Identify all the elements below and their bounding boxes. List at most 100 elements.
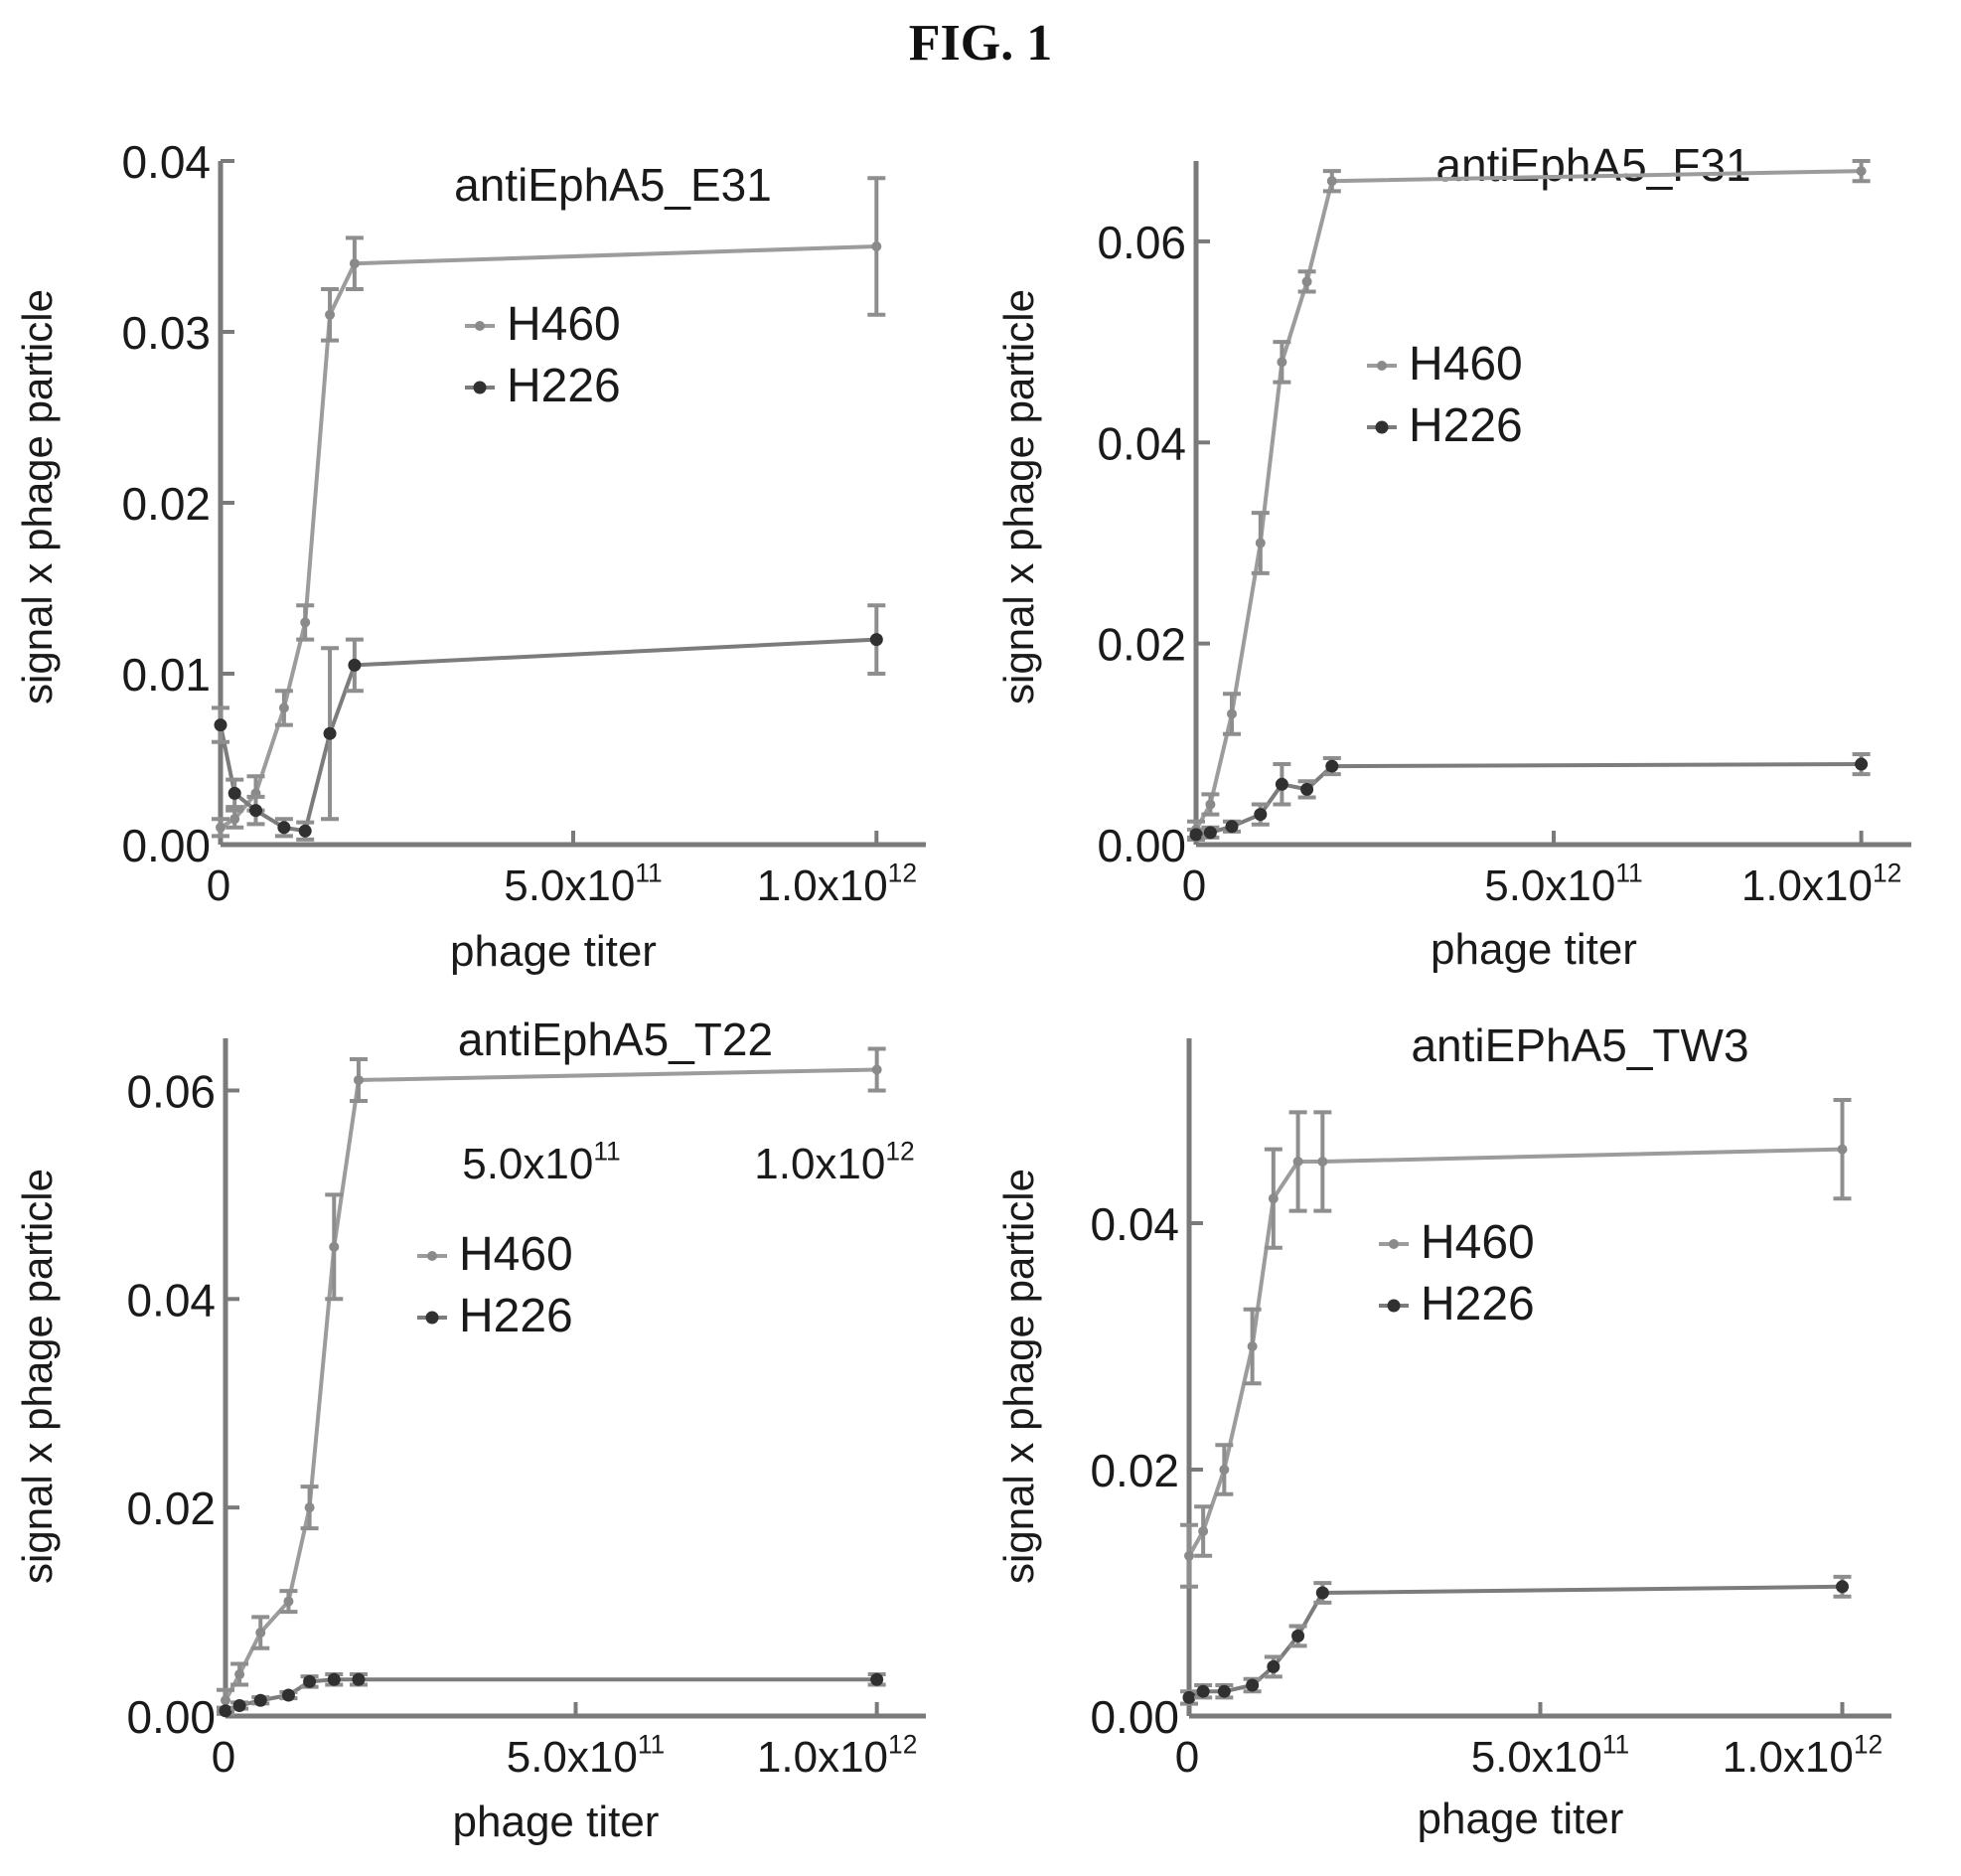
y-tick-label: 0.00: [1090, 1691, 1179, 1743]
data-point-H460: [349, 258, 360, 269]
data-point-H460: [1219, 1465, 1230, 1475]
data-point-H460: [1247, 1341, 1258, 1351]
data-point-H226: [277, 821, 291, 835]
data-point-H460: [304, 1502, 315, 1513]
x-axis-label: phage titer: [1418, 1795, 1624, 1843]
x-tick-label: 5.0x1011: [504, 859, 663, 910]
y-tick-label: 0.04: [126, 1274, 216, 1326]
series-line-H460: [224, 1067, 877, 1702]
data-point-H226: [303, 1674, 317, 1688]
data-point-H226: [1315, 1586, 1329, 1600]
y-tick-label: 0.01: [121, 649, 211, 701]
data-point-H460: [255, 1628, 266, 1639]
data-point-H226: [214, 718, 227, 732]
data-point-H226: [1291, 1629, 1305, 1642]
y-tick-label: 0.02: [126, 1483, 216, 1534]
data-point-H226: [1182, 1690, 1196, 1704]
data-point-H460: [1205, 799, 1216, 810]
x-tick-label: 0: [207, 861, 230, 910]
data-point-H226: [1189, 828, 1203, 842]
legend-marker-H460: [475, 321, 485, 331]
chart-panel-4: 0.00 0.02 0.04 0 5.0x1011 1.0x1012 antiEPhA5_T…: [995, 1019, 1891, 1843]
data-point-H226: [1325, 759, 1339, 773]
y-axis-label: signal x phage particle: [995, 289, 1042, 704]
y-tick-label: 0.06: [1097, 217, 1186, 268]
data-point-H460: [1277, 357, 1287, 368]
legend-label-H226: H226: [459, 1290, 573, 1342]
data-point-H460: [234, 1669, 245, 1680]
data-point-H226: [869, 633, 883, 647]
data-point-H226: [281, 1688, 295, 1702]
x-axis-label: phage titer: [450, 927, 657, 976]
y-axis-label: signal x phage particle: [14, 289, 61, 704]
y-axis-label: signal x phage particle: [14, 1169, 61, 1584]
data-point-H460: [325, 309, 336, 320]
data-point-H460: [1856, 166, 1867, 177]
data-point-H460: [216, 822, 226, 833]
data-point-H460: [221, 1695, 230, 1706]
chart-panel-3: 0.00 0.02 0.04 0.06 0 5.0x1011 1.0x1012 5.0x101…: [14, 1014, 926, 1846]
x-tick-label: 0: [1182, 861, 1206, 910]
chart-title: antiEphA5_T22: [458, 1014, 773, 1065]
x-tick-label: 1.0x1012: [1741, 859, 1901, 910]
x-axis-label: phage titer: [1431, 925, 1637, 974]
legend-marker-H226: [1387, 1299, 1401, 1313]
legend-marker-H226: [473, 381, 487, 394]
figure-title: FIG. 1: [908, 15, 1053, 72]
legend-marker-H226: [1375, 420, 1389, 434]
legend-label-H460: H460: [507, 298, 621, 351]
y-tick-label: 0.03: [121, 307, 211, 359]
data-point-H460: [229, 814, 240, 825]
series-line-H460: [1194, 169, 1862, 831]
data-point-H226: [227, 786, 241, 800]
chart-panel-1: 0.00 0.01 0.02 0.03 0.04 0 5.0x1011 1.0x1012 ant…: [14, 136, 926, 976]
legend-label-H460: H460: [459, 1228, 573, 1281]
data-point-H226: [1855, 757, 1869, 771]
chart-title: antiEPhA5_TW3: [1411, 1019, 1748, 1071]
data-point-H460: [1198, 1526, 1209, 1536]
x-tick-label: 1.0x1012: [1723, 1730, 1883, 1782]
chart-title: antiEphA5_E31: [454, 159, 772, 211]
stray-tick-label: 5.0x1011: [462, 1137, 621, 1188]
data-point-H226: [1300, 782, 1314, 796]
data-point-H226: [249, 804, 262, 818]
y-tick-label: 0.02: [1090, 1445, 1179, 1496]
series-line-H226: [1188, 1584, 1843, 1700]
data-point-H226: [323, 726, 337, 740]
data-point-H226: [1275, 777, 1288, 791]
data-point-H226: [1196, 1684, 1210, 1698]
data-point-H226: [1267, 1659, 1281, 1673]
y-tick-label: 0.04: [121, 136, 211, 188]
data-point-H226: [219, 1704, 232, 1718]
legend-label-H226: H226: [507, 360, 621, 412]
legend-label-H460: H460: [1421, 1216, 1535, 1269]
legend-marker-H460: [1389, 1239, 1399, 1249]
data-point-H226: [870, 1672, 884, 1686]
data-point-H226: [348, 658, 362, 672]
data-point-H460: [1268, 1193, 1279, 1204]
series-line-H460: [1187, 1147, 1843, 1557]
data-point-H460: [283, 1596, 294, 1607]
y-tick-label: 0.02: [121, 478, 211, 530]
data-point-H226: [352, 1672, 366, 1686]
y-tick-label: 0.00: [121, 820, 211, 871]
legend-label-H460: H460: [1409, 338, 1523, 391]
data-point-H460: [1292, 1157, 1303, 1167]
data-point-H226: [327, 1672, 341, 1686]
series-line-H226: [1195, 762, 1862, 837]
legend-marker-H460: [427, 1251, 437, 1261]
data-point-H460: [278, 703, 289, 713]
data-point-H226: [253, 1693, 267, 1707]
chart-title: antiEphA5_F31: [1435, 139, 1750, 191]
y-tick-label: 0.04: [1097, 417, 1186, 469]
data-point-H226: [1225, 820, 1239, 834]
data-point-H460: [300, 617, 311, 628]
legend-marker-H460: [1377, 361, 1387, 371]
stray-tick-label: 1.0x1012: [754, 1137, 914, 1188]
data-point-H460: [1317, 1157, 1328, 1167]
y-tick-label: 0.00: [126, 1691, 216, 1743]
legend-label-H226: H226: [1421, 1278, 1535, 1330]
data-point-H460: [353, 1074, 364, 1085]
y-tick-label: 0.04: [1090, 1198, 1179, 1250]
data-point-H460: [1326, 176, 1337, 187]
